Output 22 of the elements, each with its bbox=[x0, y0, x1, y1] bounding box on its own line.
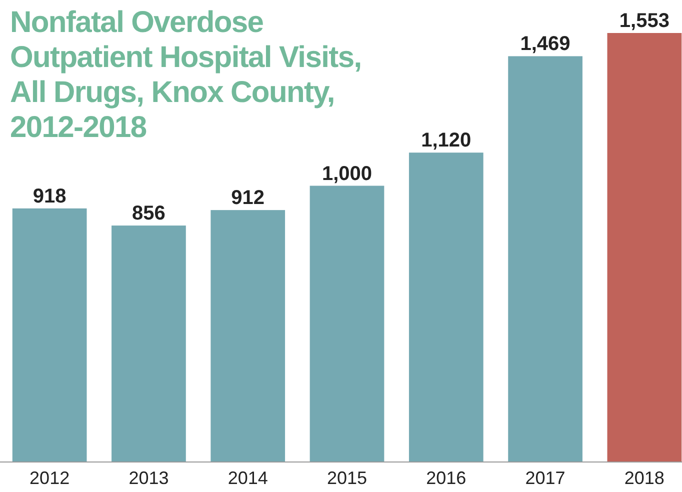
data-label: 1,120 bbox=[421, 130, 472, 152]
x-tick-label: 2015 bbox=[326, 468, 368, 488]
bar bbox=[508, 56, 582, 462]
x-tick-label: 2013 bbox=[128, 468, 169, 488]
data-label: 918 bbox=[32, 185, 66, 208]
x-tick-label: 2017 bbox=[525, 468, 566, 488]
data-label: 1,469 bbox=[520, 33, 570, 56]
data-label: 856 bbox=[132, 202, 166, 225]
data-label: 1,553 bbox=[619, 10, 670, 32]
bar bbox=[310, 186, 384, 462]
x-tick-label: 2016 bbox=[426, 468, 466, 488]
bar bbox=[112, 226, 186, 462]
bar bbox=[12, 208, 87, 462]
x-tick-label: 2012 bbox=[30, 468, 70, 488]
bar bbox=[607, 33, 682, 462]
bar bbox=[408, 152, 484, 462]
x-tick-label: 2018 bbox=[624, 468, 664, 488]
data-label: 1,000 bbox=[322, 162, 372, 185]
text: Nonfatal Overdose Outpatient Hospital Visits, All Drugs, Knox County, 2012-2018 bbox=[10, 6, 362, 144]
data-label: 912 bbox=[231, 187, 265, 210]
bar bbox=[210, 210, 286, 462]
x-tick-label: 2014 bbox=[228, 468, 268, 488]
